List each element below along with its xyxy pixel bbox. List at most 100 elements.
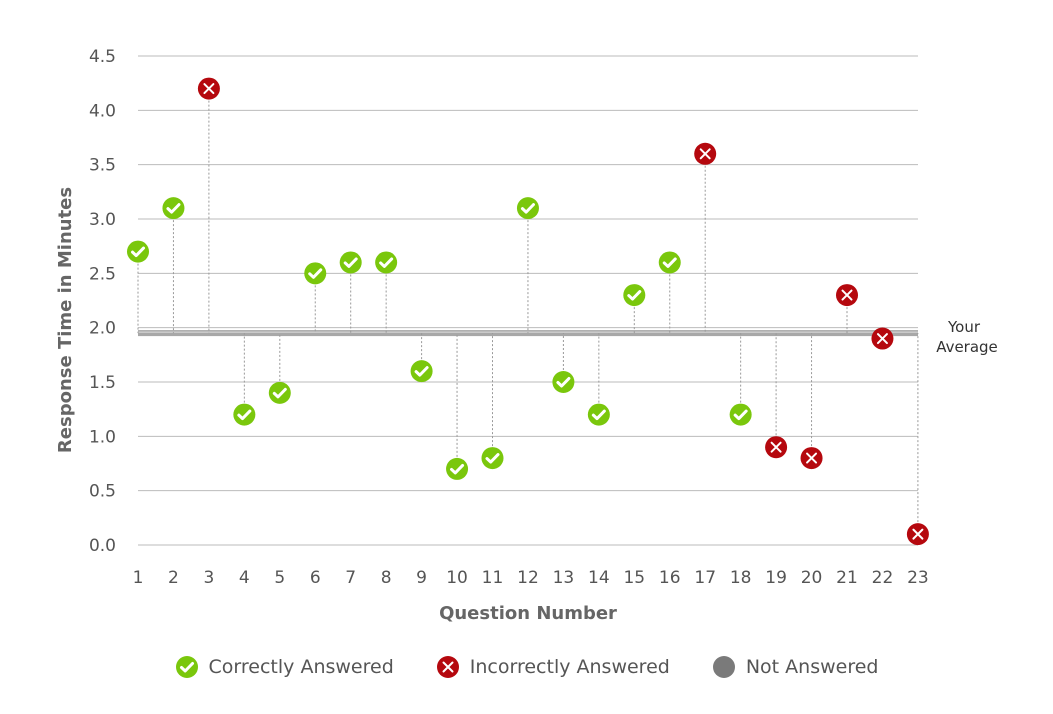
- y-tick-labels: 0.0 0.5 1.0 1.5 2.0 2.5 3.0 3.5 4.0 4.5: [89, 47, 116, 556]
- check-icon: [481, 447, 504, 470]
- data-point-17: [694, 142, 717, 165]
- data-point-23: [906, 523, 929, 546]
- x-mark: [699, 148, 711, 160]
- average-label-line2: Average: [936, 338, 998, 356]
- y-tick-label: 3.0: [89, 210, 116, 230]
- data-point-12: [516, 197, 539, 220]
- check-mark: [379, 257, 394, 268]
- y-tick-label: 2.5: [89, 264, 116, 284]
- x-tick-label: 12: [517, 568, 539, 588]
- average-label-line1: Your: [947, 318, 981, 336]
- x-tick-label: 15: [623, 568, 645, 588]
- data-point-11: [481, 447, 504, 470]
- legend-label-correct: Correctly Answered: [208, 656, 394, 678]
- data-point-13: [552, 371, 575, 393]
- legend-item-correct: Correctly Answered: [175, 655, 394, 679]
- legend-item-unanswered: Not Answered: [712, 655, 879, 679]
- check-icon: [175, 656, 198, 678]
- check-icon: [658, 251, 681, 274]
- data-point-4: [233, 403, 256, 426]
- data-point-1: [127, 240, 149, 263]
- x-tick-label: 23: [907, 568, 929, 588]
- check-mark: [308, 268, 323, 279]
- x-tick-label: 4: [239, 568, 250, 588]
- x-tick-label: 20: [801, 568, 823, 588]
- legend-label-incorrect: Incorrectly Answered: [469, 656, 670, 678]
- x-tick-label: 21: [836, 568, 858, 588]
- x-mark: [770, 441, 782, 453]
- check-mark: [237, 409, 252, 421]
- data-point-9: [410, 360, 433, 383]
- y-tick-label: 0.0: [89, 536, 116, 556]
- legend-label-unanswered: Not Answered: [745, 656, 879, 678]
- legend: Correctly Answered Incorrectly Answered …: [0, 655, 1053, 679]
- x-axis-title: Question Number: [439, 603, 617, 624]
- x-tick-label: 7: [345, 568, 356, 588]
- data-point-14: [587, 403, 610, 426]
- x-icon: [436, 656, 459, 678]
- y-tick-label: 4.0: [89, 101, 116, 121]
- check-icon: [446, 457, 469, 480]
- check-mark: [591, 409, 606, 421]
- x-tick-label: 5: [274, 568, 285, 588]
- y-tick-label: 1.0: [89, 427, 116, 447]
- check-icon: [268, 381, 291, 404]
- circle-icon: [712, 656, 735, 678]
- data-point-20: [800, 447, 823, 470]
- x-tick-label: 19: [765, 568, 787, 588]
- x-tick-label: 3: [203, 568, 214, 588]
- x-tick-label: 1: [133, 568, 144, 588]
- check-icon: [127, 240, 149, 263]
- check-icon: [587, 403, 610, 426]
- data-point-8: [375, 251, 398, 274]
- check-mark: [627, 290, 642, 301]
- x-tick-label: 11: [482, 568, 504, 588]
- check-mark: [733, 409, 748, 421]
- x-mark: [806, 452, 818, 464]
- x-tick-label: 2: [168, 568, 179, 588]
- check-icon: [375, 251, 398, 274]
- check-mark: [556, 377, 571, 388]
- data-point-5: [268, 381, 291, 404]
- data-point-6: [304, 262, 327, 285]
- data-point-16: [658, 251, 681, 274]
- data-points: [127, 77, 929, 546]
- y-axis-title: Response Time in Minutes: [55, 187, 76, 453]
- x-mark: [912, 528, 924, 540]
- x-mark: [841, 289, 853, 301]
- check-mark: [662, 257, 677, 268]
- x-tick-label: 13: [553, 568, 575, 588]
- y-tick-label: 1.5: [89, 373, 116, 393]
- data-point-2: [162, 197, 185, 220]
- data-point-15: [623, 284, 646, 307]
- check-mark: [131, 246, 145, 258]
- check-icon: [339, 251, 362, 274]
- data-point-3: [197, 77, 220, 100]
- y-tick-label: 2.0: [89, 319, 116, 339]
- check-mark: [414, 366, 429, 377]
- data-point-7: [339, 251, 362, 274]
- x-tick-label: 18: [730, 568, 752, 588]
- check-icon: [304, 262, 327, 285]
- data-point-18: [729, 403, 752, 426]
- x-tick-label: 22: [872, 568, 894, 588]
- x-tick-labels: 1 2 3 4 5 6 7 8 9 10 11 12 13 14 15 16 17 18 19 20 21 22 23: [133, 568, 929, 588]
- check-icon: [162, 197, 185, 220]
- check-icon: [623, 284, 646, 307]
- data-point-19: [765, 436, 788, 459]
- check-mark: [166, 203, 181, 214]
- x-mark: [876, 333, 888, 345]
- check-icon: [233, 403, 256, 426]
- check-mark: [485, 453, 500, 464]
- check-mark: [272, 387, 287, 399]
- check-icon: [552, 371, 575, 393]
- legend-item-incorrect: Incorrectly Answered: [436, 655, 670, 679]
- x-tick-label: 10: [446, 568, 468, 588]
- x-tick-label: 17: [694, 568, 716, 588]
- x-tick-label: 8: [381, 568, 392, 588]
- check-icon: [410, 360, 433, 383]
- x-tick-label: 6: [310, 568, 321, 588]
- check-icon: [516, 197, 539, 220]
- x-tick-label: 16: [659, 568, 681, 588]
